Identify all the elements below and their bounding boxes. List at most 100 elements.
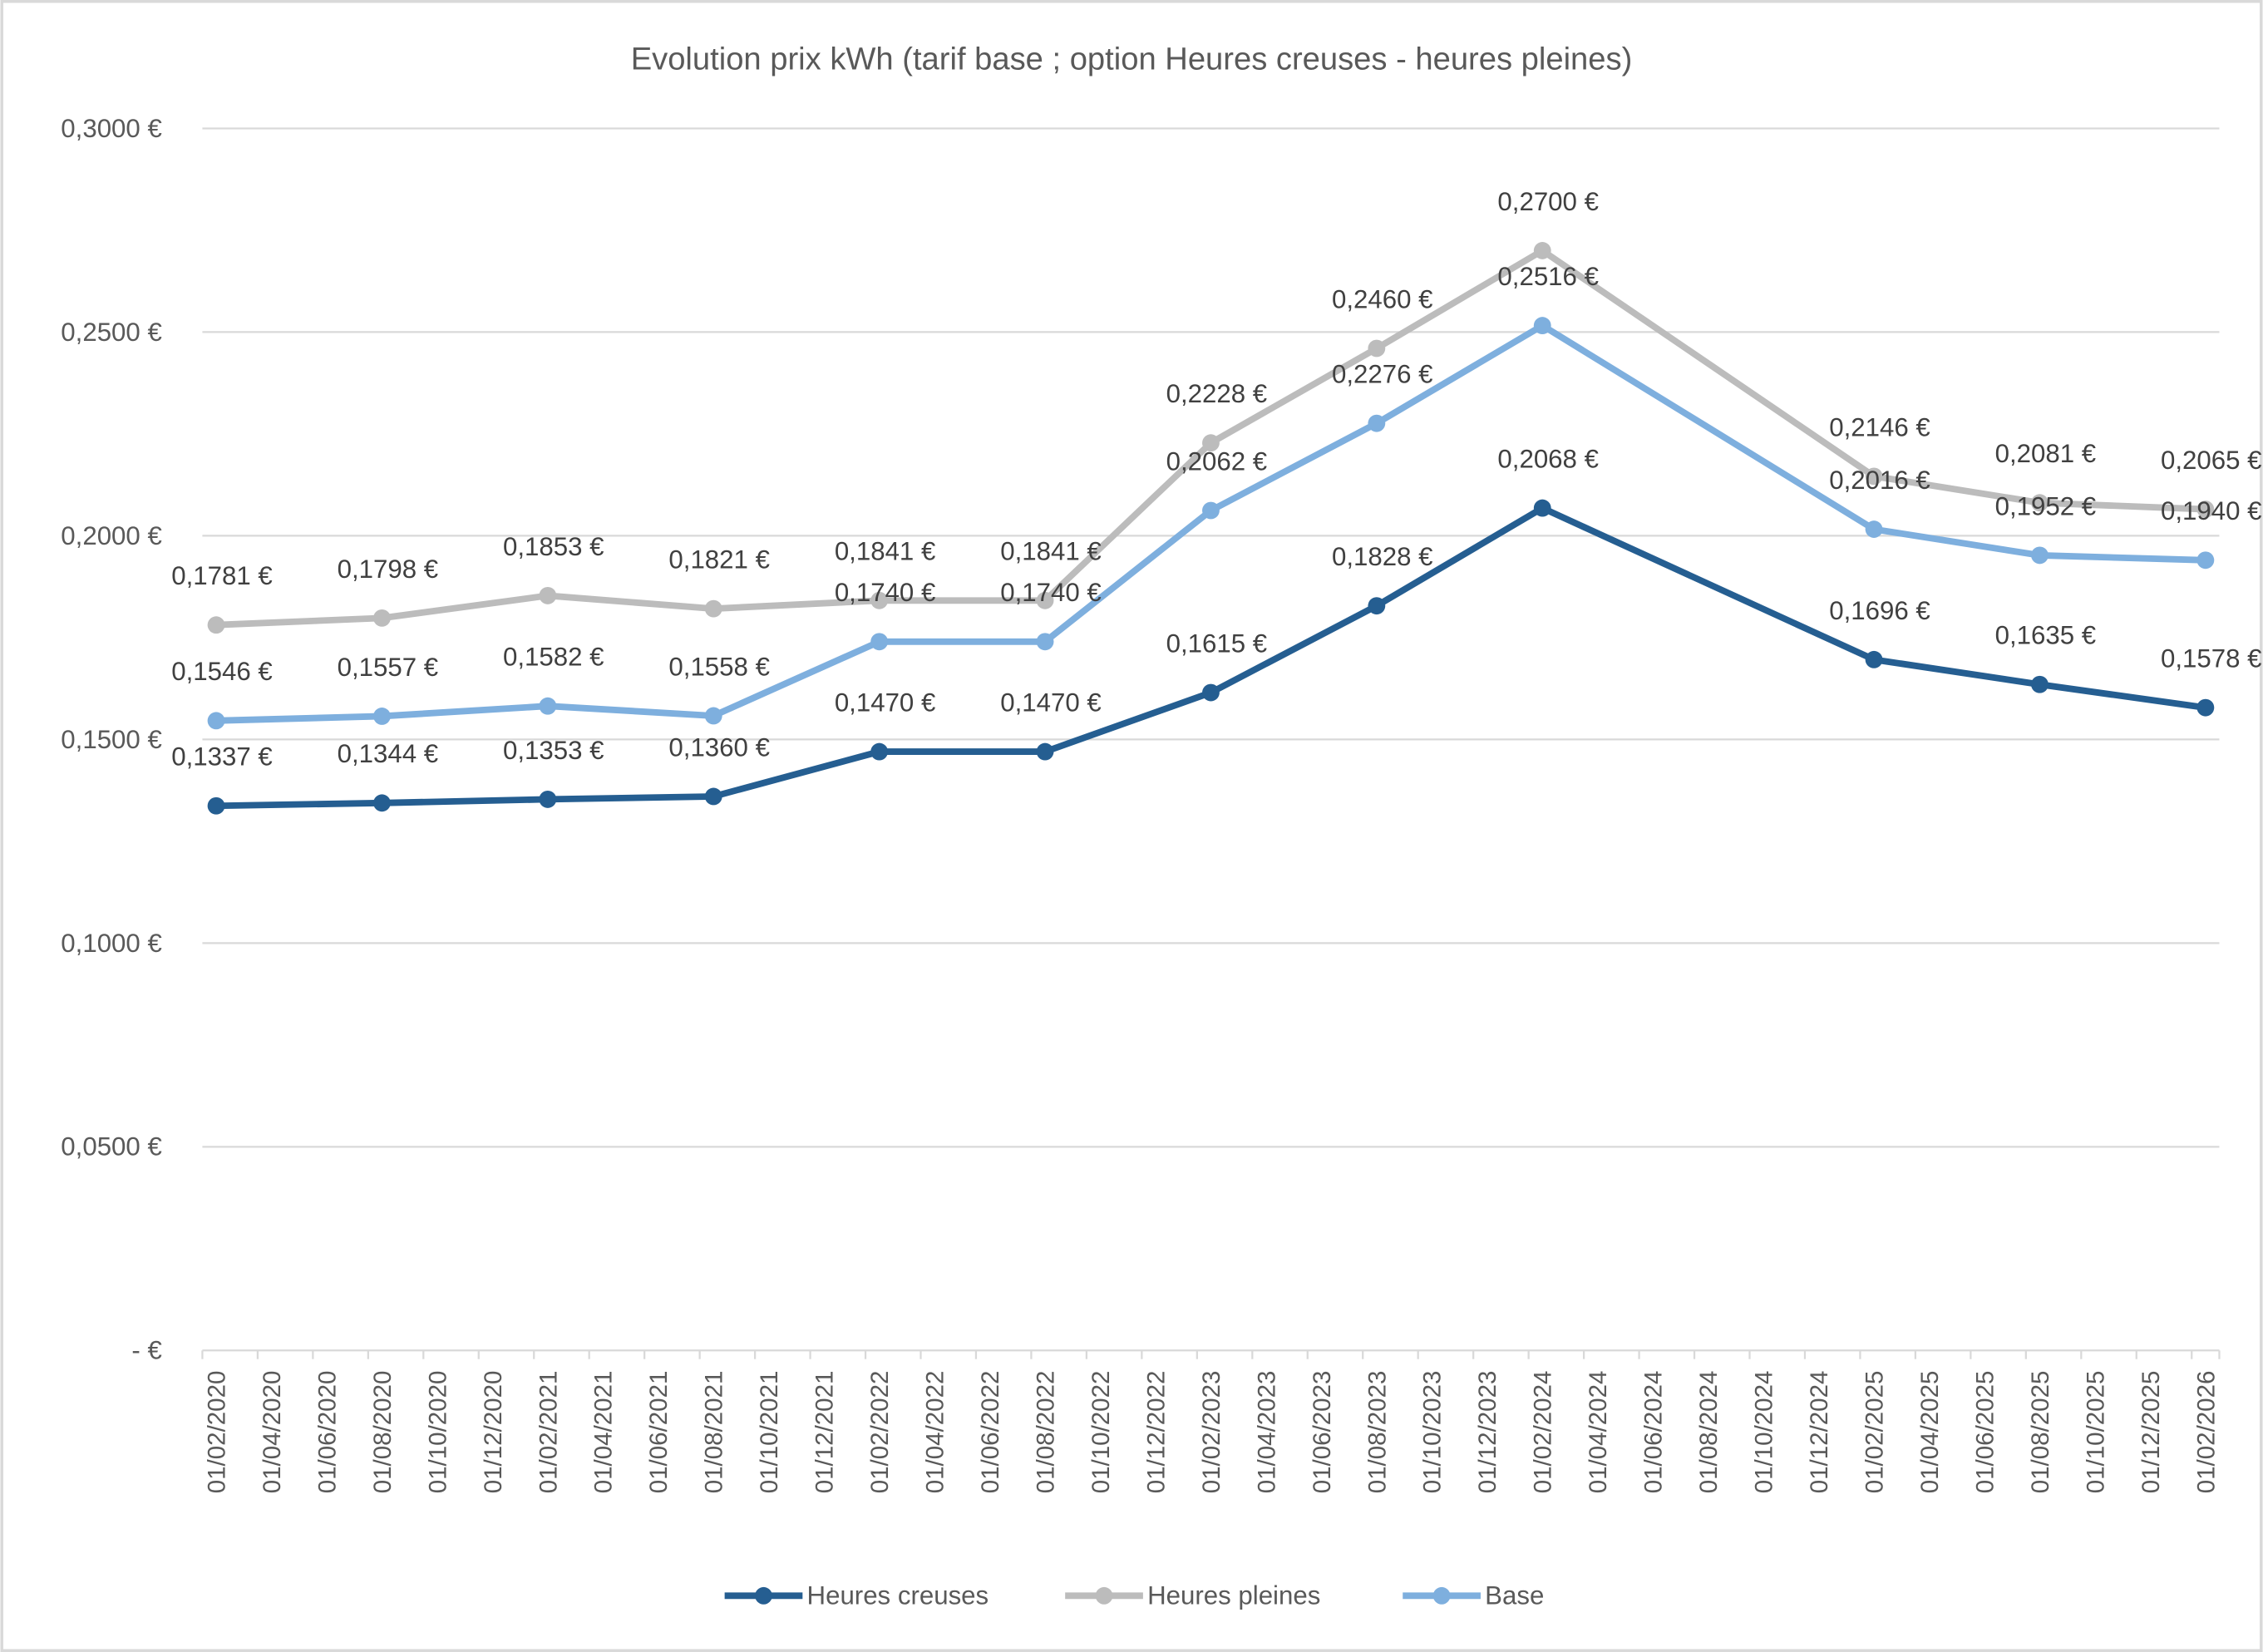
data-point xyxy=(1368,597,1386,615)
x-tick-label: 01/02/2024 xyxy=(1530,1371,1557,1494)
gridlines xyxy=(202,127,2220,1148)
data-point xyxy=(870,633,889,651)
data-label: 0,1360 € xyxy=(668,732,770,762)
x-tick-label: 01/06/2022 xyxy=(977,1371,1004,1494)
x-tick-label: 01/12/2025 xyxy=(2137,1371,2165,1494)
data-point xyxy=(1036,742,1054,761)
data-point xyxy=(2031,675,2049,693)
data-point xyxy=(2031,494,2049,512)
series-line-heures-creuses xyxy=(215,505,2206,810)
x-tick-label: 01/10/2025 xyxy=(2082,1371,2109,1494)
data-label: 0,2228 € xyxy=(1166,379,1268,408)
x-tick-label: 01/08/2025 xyxy=(2027,1371,2054,1494)
data-point xyxy=(2031,546,2049,565)
data-point xyxy=(373,708,391,725)
legend-entry: Heures creuses xyxy=(807,1581,989,1610)
x-tick-label: 01/12/2023 xyxy=(1474,1371,1501,1494)
x-tick-label: 01/02/2025 xyxy=(1861,1371,1888,1494)
data-label: 0,1841 € xyxy=(1000,537,1102,566)
data-label: 0,2062 € xyxy=(1166,446,1268,476)
data-point xyxy=(1533,242,1551,259)
y-tick-label: 0,3000 € xyxy=(61,114,162,143)
data-label: 0,2146 € xyxy=(1829,412,1930,441)
y-tick-label: 0,1500 € xyxy=(61,725,162,754)
data-label: 0,1558 € xyxy=(668,652,770,681)
legend-entry: Heures pleines xyxy=(1147,1581,1320,1610)
legend: Heures creuses Heures pleines Base xyxy=(724,1581,1544,1610)
x-tick-label: 01/10/2020 xyxy=(424,1371,451,1494)
data-point xyxy=(1865,650,1883,668)
data-label: 0,1470 € xyxy=(835,688,936,717)
data-point xyxy=(373,609,391,627)
x-tick-label: 01/06/2020 xyxy=(313,1371,341,1494)
y-tick-label: - € xyxy=(131,1336,161,1365)
data-point xyxy=(1036,633,1054,651)
data-point xyxy=(704,599,722,618)
x-tick-label: 01/04/2022 xyxy=(922,1371,949,1494)
x-tick-label: 01/02/2023 xyxy=(1198,1371,1225,1494)
y-tick-label: 0,2500 € xyxy=(61,318,162,347)
data-label: 0,1353 € xyxy=(503,736,604,765)
series-line-heures-pleines xyxy=(215,247,2206,629)
x-tick-label: 01/10/2023 xyxy=(1419,1371,1447,1494)
x-tick-label: 01/06/2024 xyxy=(1640,1371,1668,1494)
x-tick-label: 01/02/2020 xyxy=(203,1371,230,1494)
x-tick-label: 01/06/2023 xyxy=(1309,1371,1336,1494)
x-tick-label: 01/04/2023 xyxy=(1253,1371,1280,1494)
data-point xyxy=(704,707,722,725)
x-tick-label: 01/08/2024 xyxy=(1695,1371,1723,1494)
x-tick-label: 01/10/2021 xyxy=(756,1371,783,1494)
data-label: 0,1821 € xyxy=(668,545,770,575)
data-label: 0,1337 € xyxy=(171,742,273,772)
data-point xyxy=(207,616,225,634)
data-label: 0,1740 € xyxy=(835,578,936,607)
y-tick-label: 0,1000 € xyxy=(61,929,162,958)
x-tick-label: 01/02/2022 xyxy=(866,1371,894,1494)
series-group xyxy=(207,242,2215,815)
data-point xyxy=(2196,501,2215,518)
legend-marker-icon xyxy=(1432,1586,1451,1605)
data-label: 0,1546 € xyxy=(171,657,273,686)
data-label: 0,1798 € xyxy=(338,555,439,584)
x-tick-label: 01/08/2023 xyxy=(1363,1371,1391,1494)
y-tick-label: 0,0500 € xyxy=(61,1132,162,1161)
x-tick-label: 01/10/2022 xyxy=(1087,1371,1115,1494)
data-label: 0,1952 € xyxy=(1995,491,2097,520)
data-point xyxy=(1865,520,1883,538)
y-tick-label: 0,2000 € xyxy=(61,521,162,550)
data-point xyxy=(1202,501,1220,520)
data-point xyxy=(539,587,557,604)
data-label: 0,1853 € xyxy=(503,532,604,561)
data-label: 0,2460 € xyxy=(1332,284,1433,313)
data-point xyxy=(704,787,722,806)
data-point xyxy=(539,790,557,808)
x-tick-label: 01/08/2022 xyxy=(1032,1371,1059,1494)
x-tick-label: 01/04/2020 xyxy=(259,1371,286,1494)
data-label: 0,2081 € xyxy=(1995,439,2097,468)
data-label: 0,1781 € xyxy=(171,561,273,590)
legend-marker-icon xyxy=(1095,1586,1113,1605)
x-tick-label: 01/02/2021 xyxy=(535,1371,562,1494)
x-tick-label: 01/06/2025 xyxy=(1971,1371,1999,1494)
data-label: 0,2276 € xyxy=(1332,360,1433,389)
data-label: 0,1557 € xyxy=(338,653,439,682)
data-label: 0,1940 € xyxy=(2161,496,2262,525)
data-label: 0,2516 € xyxy=(1497,262,1599,291)
y-axis-ticks: - € 0,0500 € 0,1000 € 0,1500 € 0,2000 € 0,250… xyxy=(61,114,162,1365)
x-tick-label: 01/04/2021 xyxy=(590,1371,618,1494)
legend-marker-icon xyxy=(755,1586,772,1605)
x-tick-label: 01/04/2025 xyxy=(1916,1371,1944,1494)
data-label: 0,1635 € xyxy=(1995,621,2097,650)
data-label: 0,1578 € xyxy=(2161,644,2262,673)
data-point xyxy=(539,697,557,715)
data-point xyxy=(1368,339,1386,358)
data-point xyxy=(1533,317,1551,334)
x-tick-label: 01/12/2021 xyxy=(811,1371,839,1494)
data-label: 0,1828 € xyxy=(1332,542,1433,571)
data-point xyxy=(870,742,889,761)
data-point xyxy=(1368,414,1386,432)
x-tick-label: 01/12/2022 xyxy=(1142,1371,1170,1494)
data-label: 0,1740 € xyxy=(1000,578,1102,607)
